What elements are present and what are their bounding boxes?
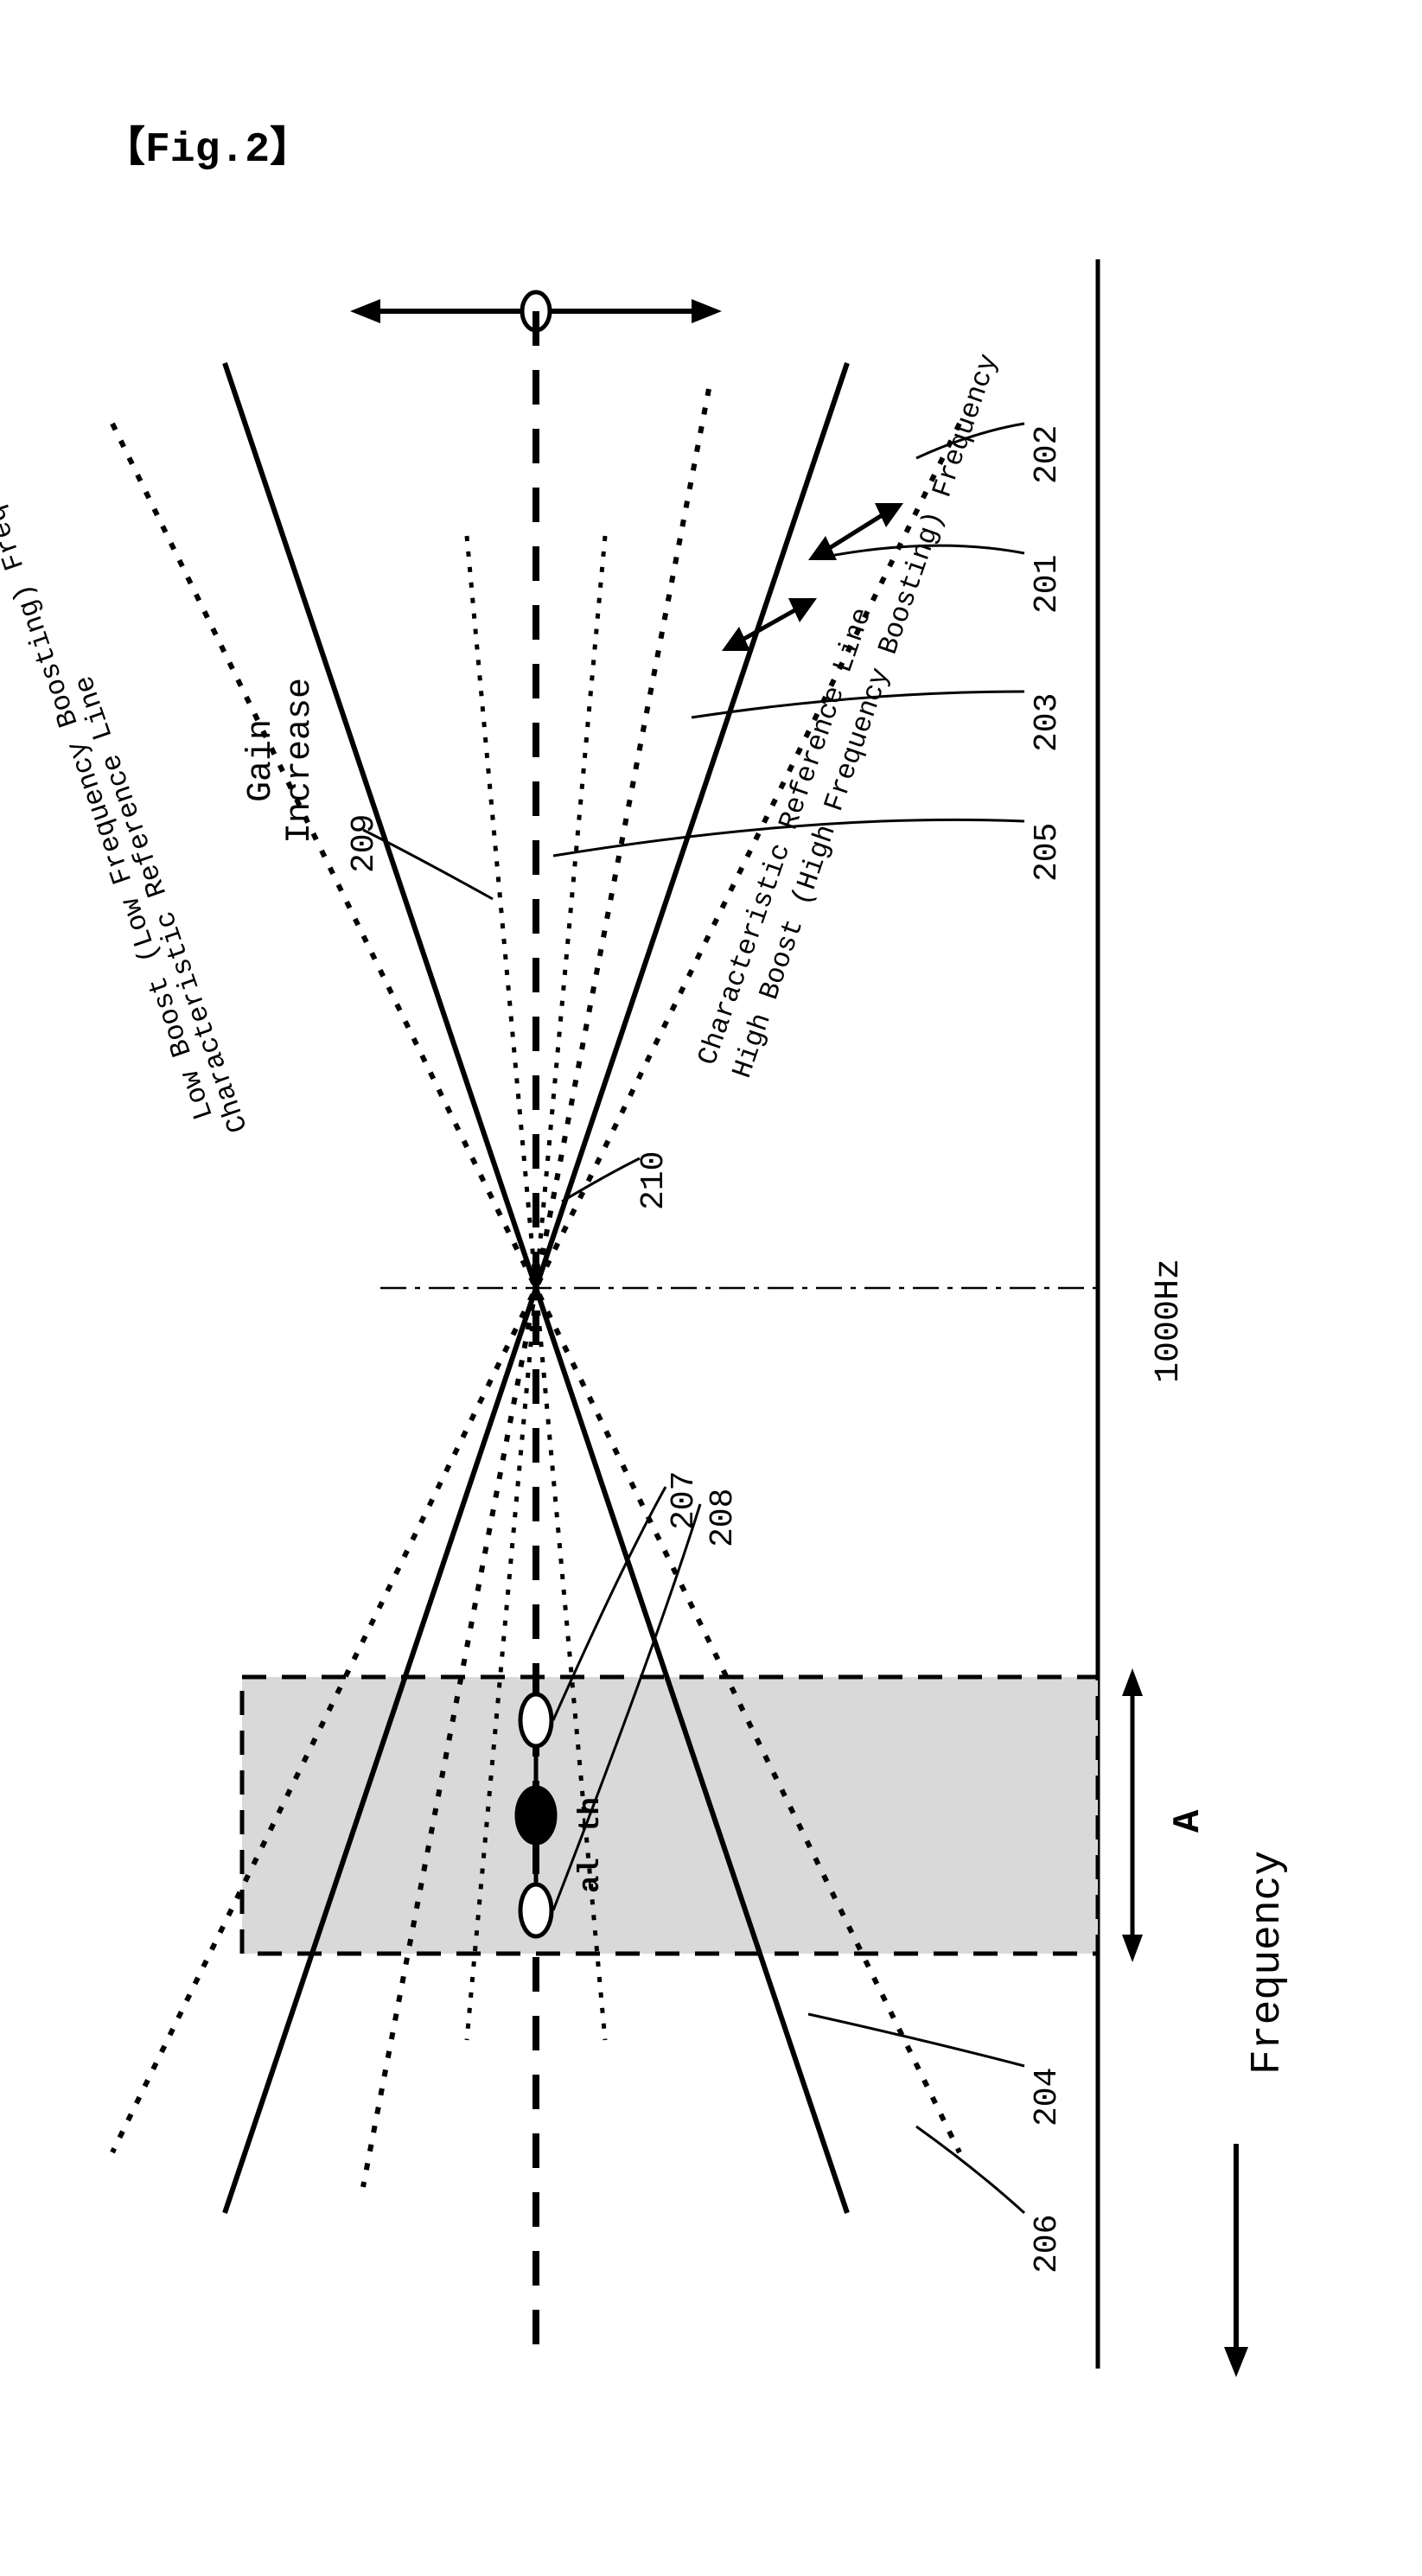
label-203: 203: [1029, 693, 1066, 752]
gain-axis-arrow-left: [350, 299, 380, 323]
plot-svg: [0, 0, 1422, 2576]
label-206: 206: [1029, 2215, 1066, 2273]
leader-206: [916, 2126, 1024, 2213]
text-al: al: [575, 1858, 608, 1893]
gain-axis-arrow-right: [692, 299, 722, 323]
a-span-arrow-top: [1122, 1668, 1143, 1696]
label-205: 205: [1029, 823, 1066, 882]
label-201: 201: [1029, 555, 1066, 614]
label-210: 210: [635, 1151, 673, 1210]
marker-upper-open: [520, 1694, 552, 1746]
region-a-label: A: [1167, 1810, 1210, 1833]
frequency-arrow-head: [1224, 2347, 1248, 2377]
label-202: 202: [1029, 425, 1066, 484]
marker-lower-open: [520, 1884, 552, 1936]
text-th: th: [575, 1797, 608, 1833]
label-207: 207: [666, 1471, 703, 1530]
tick-1000hz: 1000Hz: [1150, 1259, 1189, 1383]
label-208: 208: [705, 1489, 742, 1547]
label-204: 204: [1029, 2068, 1066, 2126]
leader-204: [808, 2014, 1024, 2066]
region-a-fill: [242, 1677, 1098, 1954]
spread-arrow-201-203: [735, 605, 804, 644]
marker-center-filled: [517, 1788, 555, 1843]
label-209: 209: [346, 814, 383, 873]
a-span-arrow-bot: [1122, 1935, 1143, 1962]
spread-arrow-201-202: [821, 510, 890, 553]
